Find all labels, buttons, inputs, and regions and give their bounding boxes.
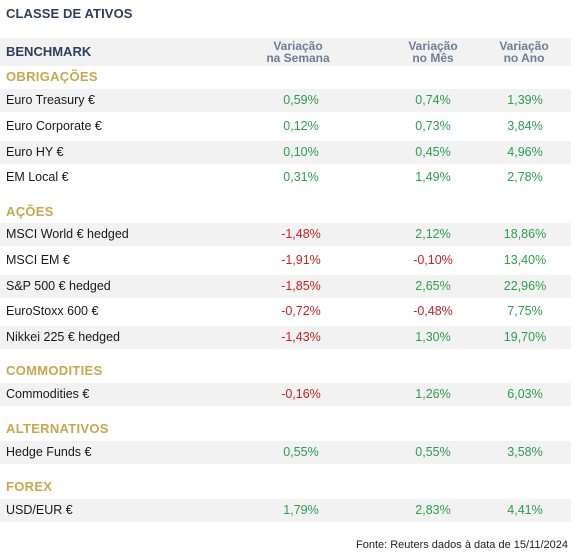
row-name: Nikkei 225 € hedged — [6, 330, 120, 344]
cell-week: 0,12% — [283, 119, 319, 133]
cell-month: -0,10% — [413, 253, 453, 267]
table-row: MSCI World € hedged -1,48% 2,12% 18,86% — [0, 223, 571, 246]
row-name: Euro Treasury € — [6, 93, 95, 107]
cell-year: 19,70% — [503, 330, 547, 344]
header-year-line1: Variação — [499, 39, 549, 53]
header-year-line2: no Ano — [503, 51, 545, 65]
cell-month: 1,26% — [415, 387, 451, 401]
cell-month: 2,65% — [415, 279, 451, 293]
cell-month: 0,74% — [415, 93, 451, 107]
header-month-line1: Variação — [408, 39, 458, 53]
section-label: ALTERNATIVOS — [6, 421, 109, 436]
cell-month: 0,73% — [415, 119, 451, 133]
header-benchmark: BENCHMARK — [6, 44, 92, 59]
header-week-line2: na Semana — [266, 51, 330, 65]
cell-month: 0,55% — [415, 445, 451, 459]
cell-year: 4,41% — [507, 503, 543, 517]
cell-week: 1,79% — [283, 503, 319, 517]
cell-year: 1,39% — [507, 93, 543, 107]
row-name: Euro HY € — [6, 145, 64, 159]
header-week-line1: Variação — [273, 39, 323, 53]
cell-year: 18,86% — [503, 227, 547, 241]
header-year: Variação no Ano — [488, 40, 560, 64]
row-name: Euro Corporate € — [6, 119, 102, 133]
table-row: USD/EUR € 1,79% 2,83% 4,41% — [0, 499, 571, 522]
table-header: BENCHMARK Variação na Semana Variação no… — [0, 38, 571, 66]
cell-week: 0,59% — [283, 93, 319, 107]
cell-year: 7,75% — [507, 304, 543, 318]
table-row: Euro Treasury € 0,59% 0,74% 1,39% — [0, 89, 571, 112]
cell-week: 0,55% — [283, 445, 319, 459]
cell-week: 0,10% — [283, 145, 319, 159]
header-week: Variação na Semana — [258, 40, 338, 64]
section-label: COMMODITIES — [6, 363, 103, 378]
source-footer: Fonte: Reuters dados à data de 15/11/202… — [355, 539, 568, 551]
cell-year: 4,96% — [507, 145, 543, 159]
cell-year: 3,58% — [507, 445, 543, 459]
header-month: Variação no Mês — [396, 40, 470, 64]
table-row: Euro Corporate € 0,12% 0,73% 3,84% — [0, 115, 571, 138]
cell-month: 2,83% — [415, 503, 451, 517]
row-name: USD/EUR € — [6, 503, 73, 517]
cell-week: -0,72% — [281, 304, 321, 318]
section-label: OBRIGAÇÕES — [6, 69, 98, 84]
cell-week: -1,91% — [281, 253, 321, 267]
cell-week: -1,85% — [281, 279, 321, 293]
cell-year: 22,96% — [503, 279, 547, 293]
row-name: Commodities € — [6, 387, 90, 401]
cell-month: 0,45% — [415, 145, 451, 159]
header-month-line2: no Mês — [412, 51, 454, 65]
row-name: MSCI World € hedged — [6, 227, 129, 241]
row-name: MSCI EM € — [6, 253, 70, 267]
cell-week: -1,48% — [281, 227, 321, 241]
cell-month: 1,30% — [415, 330, 451, 344]
section-label: FOREX — [6, 479, 53, 494]
table-row: Euro HY € 0,10% 0,45% 4,96% — [0, 141, 571, 164]
table-title: CLASSE DE ATIVOS — [6, 6, 133, 21]
table-row: S&P 500 € hedged -1,85% 2,65% 22,96% — [0, 275, 571, 298]
row-name: Hedge Funds € — [6, 445, 92, 459]
row-name: S&P 500 € hedged — [6, 279, 111, 293]
cell-year: 6,03% — [507, 387, 543, 401]
table-row: Nikkei 225 € hedged -1,43% 1,30% 19,70% — [0, 326, 571, 349]
table-row: EM Local € 0,31% 1,49% 2,78% — [0, 166, 571, 189]
cell-week: -0,16% — [281, 387, 321, 401]
cell-week: -1,43% — [281, 330, 321, 344]
cell-year: 2,78% — [507, 170, 543, 184]
cell-month: -0,48% — [413, 304, 453, 318]
table-row: Hedge Funds € 0,55% 0,55% 3,58% — [0, 441, 571, 464]
row-name: EM Local € — [6, 170, 69, 184]
cell-week: 0,31% — [283, 170, 319, 184]
section-label: AÇÕES — [6, 204, 54, 219]
cell-year: 3,84% — [507, 119, 543, 133]
table-row: Commodities € -0,16% 1,26% 6,03% — [0, 383, 571, 406]
cell-month: 1,49% — [415, 170, 451, 184]
table-row: MSCI EM € -1,91% -0,10% 13,40% — [0, 249, 571, 272]
row-name: EuroStoxx 600 € — [6, 304, 99, 318]
cell-month: 2,12% — [415, 227, 451, 241]
table-row: EuroStoxx 600 € -0,72% -0,48% 7,75% — [0, 300, 571, 323]
cell-year: 13,40% — [503, 253, 547, 267]
